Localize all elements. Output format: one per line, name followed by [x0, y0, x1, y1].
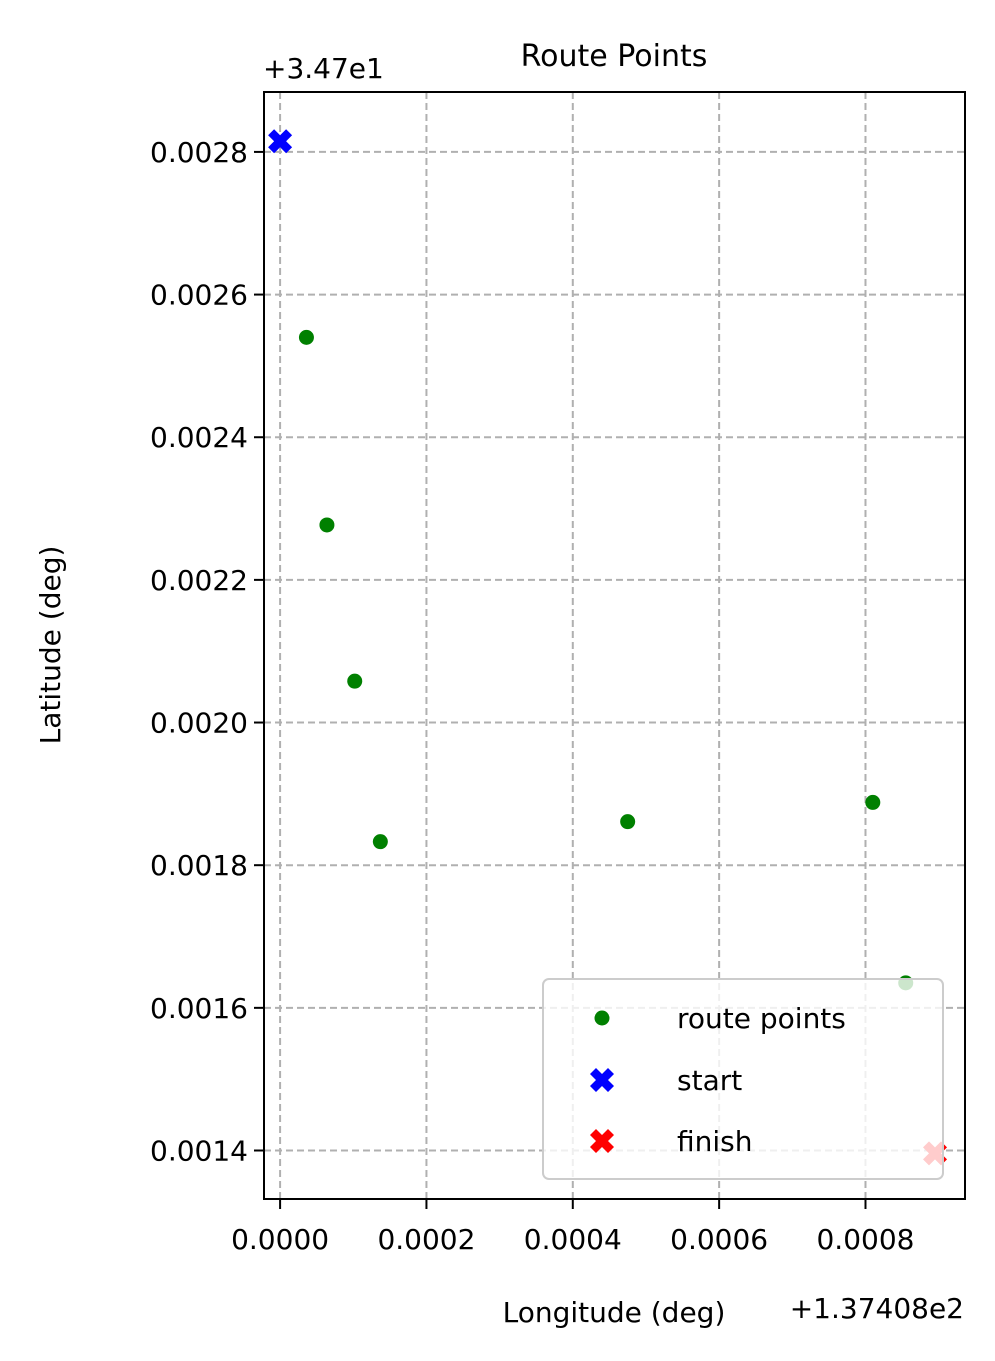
y-offset-label: +3.47e1 — [263, 52, 384, 85]
legend-route-points-swatch — [594, 1010, 610, 1026]
y-tick-label: 0.0028 — [150, 136, 248, 169]
route-point-marker — [347, 673, 363, 689]
y-axis-label: Latitude (deg) — [34, 546, 67, 745]
x-axis-label: Longitude (deg) — [503, 1296, 726, 1329]
route-point-marker — [620, 814, 636, 830]
route-point-marker — [865, 794, 881, 810]
legend-box — [542, 978, 944, 1180]
route-point-marker — [298, 329, 314, 345]
plot-frame — [263, 91, 966, 1200]
y-tick-label: 0.0020 — [150, 707, 248, 740]
axis-ticks: 0.0000 0.0002 0.0004 0.0006 0.0008 0.0014 0.00… — [150, 136, 914, 1256]
x-tick-label: 0.0000 — [231, 1223, 329, 1256]
route-point-marker — [372, 834, 388, 850]
legend-start-swatch — [590, 1068, 614, 1092]
y-tick-label: 0.0018 — [150, 849, 248, 882]
chart-title: Route Points — [521, 39, 708, 74]
legend-route-points-label: route points — [677, 1002, 846, 1035]
y-tick-label: 0.0024 — [150, 421, 248, 454]
x-tick-label: 0.0008 — [816, 1223, 914, 1256]
route-point-marker — [319, 517, 335, 533]
x-tick-label: 0.0004 — [524, 1223, 622, 1256]
y-tick-label: 0.0022 — [150, 564, 248, 597]
x-offset-label: +1.37408e2 — [790, 1292, 964, 1325]
y-tick-label: 0.0014 — [150, 1134, 248, 1167]
y-tick-label: 0.0016 — [150, 992, 248, 1025]
legend: route points start finish — [542, 978, 944, 1180]
legend-start-label: start — [677, 1064, 742, 1097]
x-tick-label: 0.0002 — [377, 1223, 475, 1256]
legend-finish-label: finish — [677, 1125, 753, 1158]
x-tick-label: 0.0006 — [670, 1223, 768, 1256]
start-marker — [268, 129, 293, 154]
legend-finish-swatch — [590, 1129, 614, 1153]
y-tick-label: 0.0026 — [150, 279, 248, 312]
